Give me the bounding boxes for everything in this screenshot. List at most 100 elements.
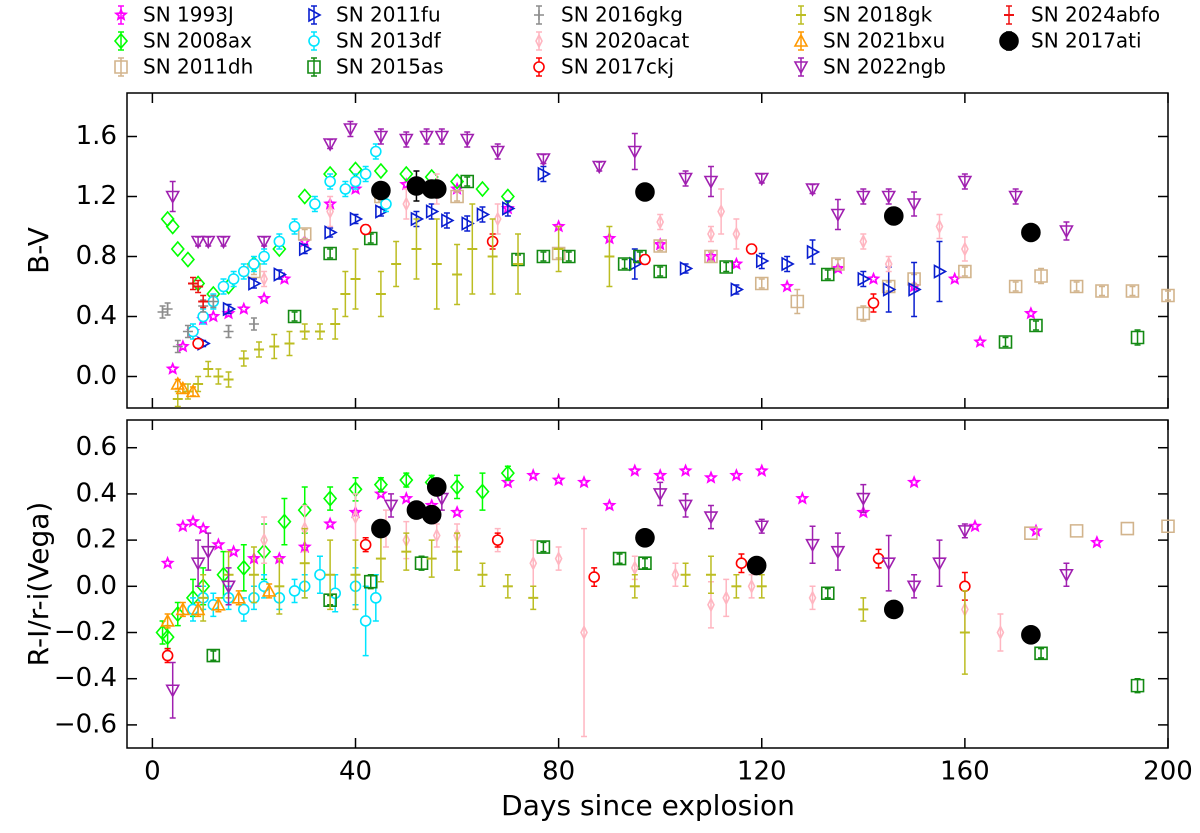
data-point — [190, 557, 206, 571]
data-point — [323, 516, 338, 530]
data-point — [370, 145, 382, 158]
data-point — [426, 477, 447, 497]
error-bar — [758, 278, 765, 289]
data-point — [536, 540, 551, 554]
data-point — [617, 257, 632, 271]
legend-marker — [114, 60, 128, 74]
data-point — [1069, 279, 1084, 294]
error-bar — [997, 613, 1004, 652]
data-point — [653, 467, 668, 482]
legend-marker — [308, 35, 320, 47]
data-point — [795, 491, 810, 505]
data-point — [1120, 521, 1135, 536]
data-point — [656, 214, 665, 230]
data-point — [450, 505, 465, 519]
error-bar — [1134, 677, 1141, 694]
error-bar — [454, 191, 461, 202]
data-point — [339, 183, 352, 195]
error-bar — [657, 266, 664, 277]
data-point — [351, 509, 360, 525]
data-point — [906, 198, 922, 212]
error-bar — [388, 493, 395, 518]
error-bar — [1038, 647, 1045, 659]
data-point — [881, 190, 897, 205]
data-point — [200, 545, 216, 560]
data-point — [421, 504, 442, 525]
error-bar — [540, 251, 547, 262]
data-point — [297, 188, 312, 205]
data-point — [577, 475, 592, 489]
legend-label: SN 2011fu — [336, 3, 441, 27]
error-bar — [504, 200, 511, 217]
legend-marker — [307, 60, 321, 74]
data-point — [165, 218, 180, 235]
y-tick-label: −0.2 — [54, 617, 117, 647]
data-point — [402, 196, 411, 212]
legend-marker — [113, 7, 129, 21]
error-bar — [403, 188, 410, 220]
data-point — [221, 306, 236, 320]
data-point — [935, 218, 944, 235]
y-tick-label: 1.2 — [76, 181, 117, 211]
data-point — [906, 580, 922, 594]
data-point — [612, 551, 627, 566]
data-point — [172, 341, 183, 352]
data-point — [256, 235, 272, 250]
data-point — [192, 337, 204, 350]
error-bar — [281, 497, 288, 546]
data-point — [223, 326, 234, 337]
data-point — [196, 521, 211, 535]
data-point — [426, 179, 447, 199]
data-point — [1130, 678, 1145, 693]
data-point — [1059, 225, 1074, 239]
legend-marker — [534, 10, 544, 20]
data-point — [277, 513, 292, 530]
data-point — [968, 518, 983, 533]
data-point — [227, 273, 240, 285]
data-point — [717, 203, 726, 220]
error-bar — [433, 523, 440, 548]
data-point — [260, 271, 269, 287]
data-point — [820, 586, 835, 601]
data-point — [735, 557, 748, 570]
error-bar — [565, 251, 572, 262]
legend-marker — [535, 33, 543, 49]
error-bar — [834, 532, 841, 571]
data-point — [206, 648, 221, 663]
error-bar — [860, 270, 867, 288]
error-bar — [936, 213, 943, 240]
plot-area — [157, 120, 1175, 408]
data-point — [175, 339, 190, 353]
error-bar — [367, 574, 374, 590]
data-point — [1161, 288, 1175, 303]
data-point — [652, 488, 668, 502]
y-tick-label: 1.6 — [76, 121, 117, 151]
data-point — [170, 605, 185, 623]
error-bar — [824, 587, 831, 599]
data-point — [258, 250, 270, 263]
data-point — [165, 361, 180, 375]
data-point — [653, 239, 667, 253]
data-point — [399, 491, 414, 505]
data-point — [373, 162, 388, 180]
data-point — [459, 133, 475, 148]
data-point — [627, 463, 642, 477]
data-point — [323, 593, 337, 607]
data-point — [190, 235, 206, 250]
error-bar — [195, 539, 202, 588]
data-point — [186, 514, 201, 528]
data-point — [343, 123, 358, 137]
data-point — [425, 204, 440, 219]
y-tick-label: −0.6 — [54, 709, 117, 739]
data-point — [373, 130, 389, 145]
data-point — [554, 550, 563, 567]
y-tick-label: 0.2 — [76, 525, 117, 555]
data-point — [883, 206, 904, 226]
error-bar — [327, 195, 334, 228]
error-bar — [494, 203, 501, 235]
data-point — [237, 603, 250, 616]
data-point — [536, 249, 551, 264]
y-tick-label: 0.8 — [76, 241, 117, 271]
error-bar — [961, 266, 968, 277]
